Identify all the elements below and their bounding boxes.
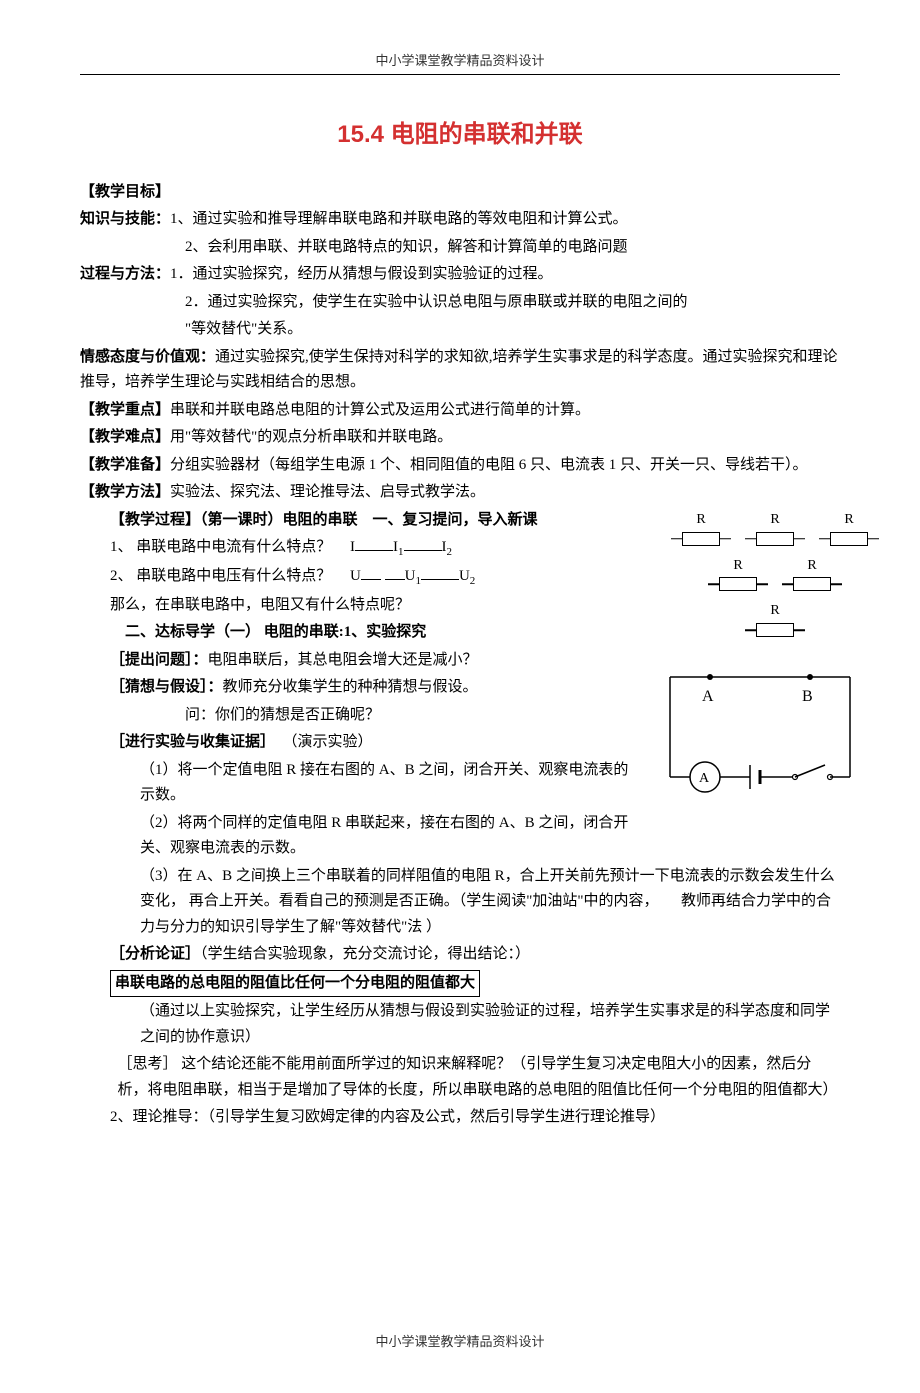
ks-item2: 2、会利用串联、并联电路特点的知识，解答和计算简单的电路问题 [80,235,840,261]
resistor-label: R [733,554,742,578]
knowledge-skill-row: 知识与技能：1、通过实验和推导理解串联电路和并联电路的等效电阻和计算公式。 [80,207,840,233]
resistor-block: R [719,554,757,592]
prep-label: 【教学准备】 [80,457,170,473]
think-text: ［思考］ 这个结论还能不能用前面所学过的知识来解释呢？（引导学生复习决定电阻大小… [80,1052,840,1103]
document-title: 15.4 电阻的串联和并联 [80,115,840,156]
terminal-b-label: B [802,683,813,710]
resistor-block: R [756,508,794,546]
ammeter-label: A [699,767,709,791]
pm-item2a: 2．通过实验探究，使学生在实验中认识总电阻与原串联或并联的电阻之间的 [80,290,840,316]
emphasis-row: 【教学重点】串联和并联电路总电阻的计算公式及运用公式进行简单的计算。 [80,398,840,424]
resistor-label: R [696,508,705,532]
q1-sub2: 2 [447,546,453,558]
resistor-icon [830,532,868,546]
resistor-icon [756,623,794,637]
difficulty-label: 【教学难点】 [80,429,170,445]
goal-label-text: 【教学目标】 [80,184,170,200]
method-text: 实验法、探究法、理论推导法、启导式教学法。 [170,484,485,500]
diagram-row-1: R [650,599,900,637]
emotion-label: 情感态度与价值观： [80,349,215,365]
emotion-row: 情感态度与价值观：通过实验探究,使学生保持对科学的求知欲,培养学生实事求是的科学… [80,345,840,396]
ks-item1: 1、通过实验和推导理解串联电路和并联电路的等效电阻和计算公式。 [170,211,628,227]
q2-U2: U [459,568,470,584]
analyze-label: ［分析论证］ [110,946,200,962]
blank-icon [421,565,459,580]
exp2: （2）将两个同样的定值电阻 R 串联起来，接在右图的 A、B 之间，闭合开关、观… [80,811,840,862]
experiment-label: ［进行实验与收集证据］ [110,734,275,750]
resistor-label: R [770,508,779,532]
method-row: 【教学方法】实验法、探究法、理论推导法、启导式教学法。 [80,480,840,506]
pm-item1: 1．通过实验探究，经历从猜想与假设到实验验证的过程。 [170,266,553,282]
q2-sub2: 2 [470,575,476,587]
resistor-block: R [793,554,831,592]
resistor-block: R [830,508,868,546]
difficulty-row: 【教学难点】用"等效替代"的观点分析串联和并联电路。 [80,425,840,451]
prep-row: 【教学准备】分组实验器材（每组学生电源 1 个、相同阻值的电阻 6 只、电流表 … [80,453,840,479]
raise-q-label: ［提出问题］： [110,652,208,668]
pm-item2b: "等效替代"关系。 [80,317,840,343]
exp3: （3）在 A、B 之间换上三个串联着的同样阻值的电阻 R，合上开关前先预计一下电… [80,864,840,941]
q2-text: 2、 串联电路中电压有什么特点？ [110,568,331,584]
process-heading: （第一课时）电阻的串联 一、复习提问，导入新课 [200,512,538,528]
resistor-icon [793,577,831,591]
q2-U1: U [405,568,416,584]
diagram-row-3: R R R [650,508,900,546]
page-header: 中小学课堂教学精品资料设计 [80,50,840,75]
emphasis-text: 串联和并联电路总电阻的计算公式及运用公式进行简单的计算。 [170,402,590,418]
analyze-row: ［分析论证］（学生结合实验现象，充分交流讨论，得出结论：） [80,942,840,968]
page-footer: 中小学课堂教学精品资料设计 [80,1331,840,1353]
q2-U: U [350,568,361,584]
theory-text: 2、理论推导：（引导学生复习欧姆定律的内容及公式，然后引导学生进行理论推导） [80,1105,840,1131]
resistor-icon [719,577,757,591]
goal-label: 【教学目标】 [80,180,840,206]
raise-q-text: 电阻串联后，其总电阻会增大还是减小？ [208,652,478,668]
resistor-diagrams: R R R R R R [650,508,900,807]
process-label: 【教学过程】 [110,512,200,528]
blank-icon [361,565,381,580]
resistor-block: R [682,508,720,546]
resistor-label: R [807,554,816,578]
emphasis-label: 【教学重点】 [80,402,170,418]
guess-label: ［猜想与假设］： [110,679,223,695]
method-label: 【教学方法】 [80,484,170,500]
resistor-label: R [844,508,853,532]
resistor-icon [682,532,720,546]
resistor-icon [756,532,794,546]
process-method-label: 过程与方法： [80,266,170,282]
knowledge-skill-label: 知识与技能： [80,211,170,227]
resistor-label: R [770,599,779,623]
process-method-row: 过程与方法：1．通过实验探究，经历从猜想与假设到实验验证的过程。 [80,262,840,288]
experiment-note: （演示实验） [283,734,373,750]
difficulty-text: 用"等效替代"的观点分析串联和并联电路。 [170,429,452,445]
conclusion-row: 串联电路的总电阻的阻值比任何一个分电阻的阻值都大 [80,970,840,998]
followup1: （通过以上实验探究，让学生经历从猜想与假设到实验验证的过程，培养学生实事求是的科… [80,999,840,1050]
guess-text: 教师充分收集学生的种种猜想与假设。 [223,679,478,695]
circuit-svg-icon [650,657,870,807]
blank-icon [355,536,393,551]
analyze-text: （学生结合实验现象，充分交流讨论，得出结论：） [200,946,530,962]
q1-text: 1、 串联电路中电流有什么特点？ [110,539,331,555]
prep-text: 分组实验器材（每组学生电源 1 个、相同阻值的电阻 6 只、电流表 1 只、开关… [170,457,808,473]
diagram-row-2: R R [650,554,900,592]
blank-icon [404,536,442,551]
terminal-a-label: A [702,683,714,710]
blank-icon [385,565,405,580]
resistor-block: R [756,599,794,637]
boxed-conclusion: 串联电路的总电阻的阻值比任何一个分电阻的阻值都大 [110,970,480,998]
circuit-diagram: A B A [650,657,870,807]
